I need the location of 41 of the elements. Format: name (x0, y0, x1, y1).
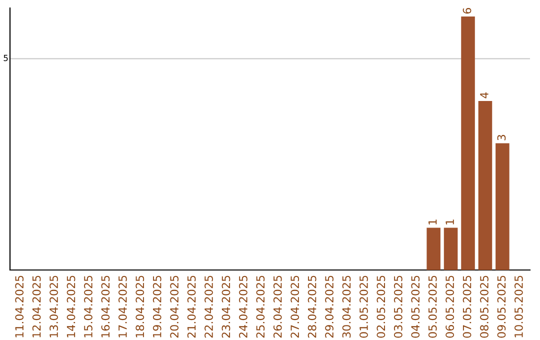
x-tick-label: 24.04.2025 (238, 276, 248, 338)
x-tick-label: 25.04.2025 (256, 276, 265, 338)
data-label: 3 (497, 134, 506, 140)
bar (478, 100, 492, 270)
x-tick-label: 28.04.2025 (308, 276, 316, 338)
x-tick-label: 04.05.2025 (411, 276, 420, 338)
data-label: 6 (462, 8, 472, 14)
data-label: 4 (480, 92, 488, 98)
x-tick-label: 07.05.2025 (462, 276, 472, 338)
x-tick-label: 02.05.2025 (376, 276, 386, 338)
x-tick-label: 19.04.2025 (152, 276, 162, 338)
x-tick-label: 17.04.2025 (118, 276, 127, 338)
x-tick-label: 20.04.2025 (170, 276, 179, 338)
x-tick-label: 26.04.2025 (273, 276, 282, 338)
data-label: 1 (446, 220, 454, 224)
x-tick-label: 21.04.2025 (187, 276, 196, 338)
x-tick-label: 06.05.2025 (446, 276, 454, 338)
x-tick-label: 15.04.2025 (84, 276, 92, 338)
x-tick-label: 10.05.2025 (514, 276, 523, 338)
x-tick-label: 01.05.2025 (360, 276, 368, 338)
x-tick-label: 12.04.2025 (32, 276, 41, 338)
data-label: 1 (428, 220, 437, 224)
x-tick-label: 18.04.2025 (136, 276, 144, 338)
x-tick-label: 13.04.2025 (50, 276, 58, 338)
x-tick-label: 16.04.2025 (101, 276, 110, 338)
x-tick-label: 22.04.2025 (204, 276, 213, 338)
ref-line-label: 5 (4, 54, 8, 62)
x-tick-label: 23.04.2025 (222, 276, 230, 338)
bar (426, 228, 440, 270)
x-tick-label: 09.05.2025 (497, 276, 506, 338)
x-tick-label: 08.05.2025 (480, 276, 488, 338)
x-tick-label: 11.04.2025 (15, 276, 24, 338)
x-tick-label: 29.04.2025 (325, 276, 334, 338)
x-tick-label: 03.05.2025 (394, 276, 402, 338)
bar (461, 16, 475, 270)
x-tick-label: 14.04.2025 (66, 276, 76, 338)
x-tick-label: 30.04.2025 (342, 276, 351, 338)
x-tick-label: 27.04.2025 (290, 276, 300, 338)
bar (496, 143, 510, 270)
x-tick-label: 05.05.2025 (428, 276, 437, 338)
bar (444, 228, 458, 270)
